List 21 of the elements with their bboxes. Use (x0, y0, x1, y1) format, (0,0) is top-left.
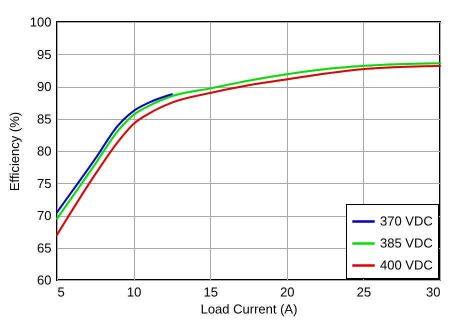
line-series (56, 93, 173, 214)
legend-label: 385 VDC (380, 236, 433, 250)
x-tick-label: 20 (280, 284, 295, 300)
y-tick-label: 70 (37, 208, 52, 223)
y-tick-label: 100 (30, 14, 52, 30)
legend-label: 400 VDC (380, 258, 433, 272)
y-tick-label: 90 (37, 79, 52, 94)
y-tick-label: 85 (37, 111, 52, 126)
y-axis-title: Efficiency (%) (6, 112, 22, 192)
y-tick-label: 95 (37, 46, 52, 62)
y-tick-label: 60 (37, 272, 52, 288)
y-tick-label: 80 (37, 144, 52, 158)
x-tick-label: 30 (426, 284, 440, 300)
y-tick-label: 65 (37, 240, 52, 256)
x-tick-label: 25 (356, 284, 372, 300)
x-tick-label: 5 (58, 284, 65, 300)
x-tick-label: 10 (126, 284, 142, 300)
legend-label: 370 VDC (380, 214, 433, 228)
y-tick-label: 75 (37, 176, 52, 191)
x-axis-title: Load Current (A) (200, 302, 298, 316)
x-tick-label: 15 (203, 284, 218, 300)
